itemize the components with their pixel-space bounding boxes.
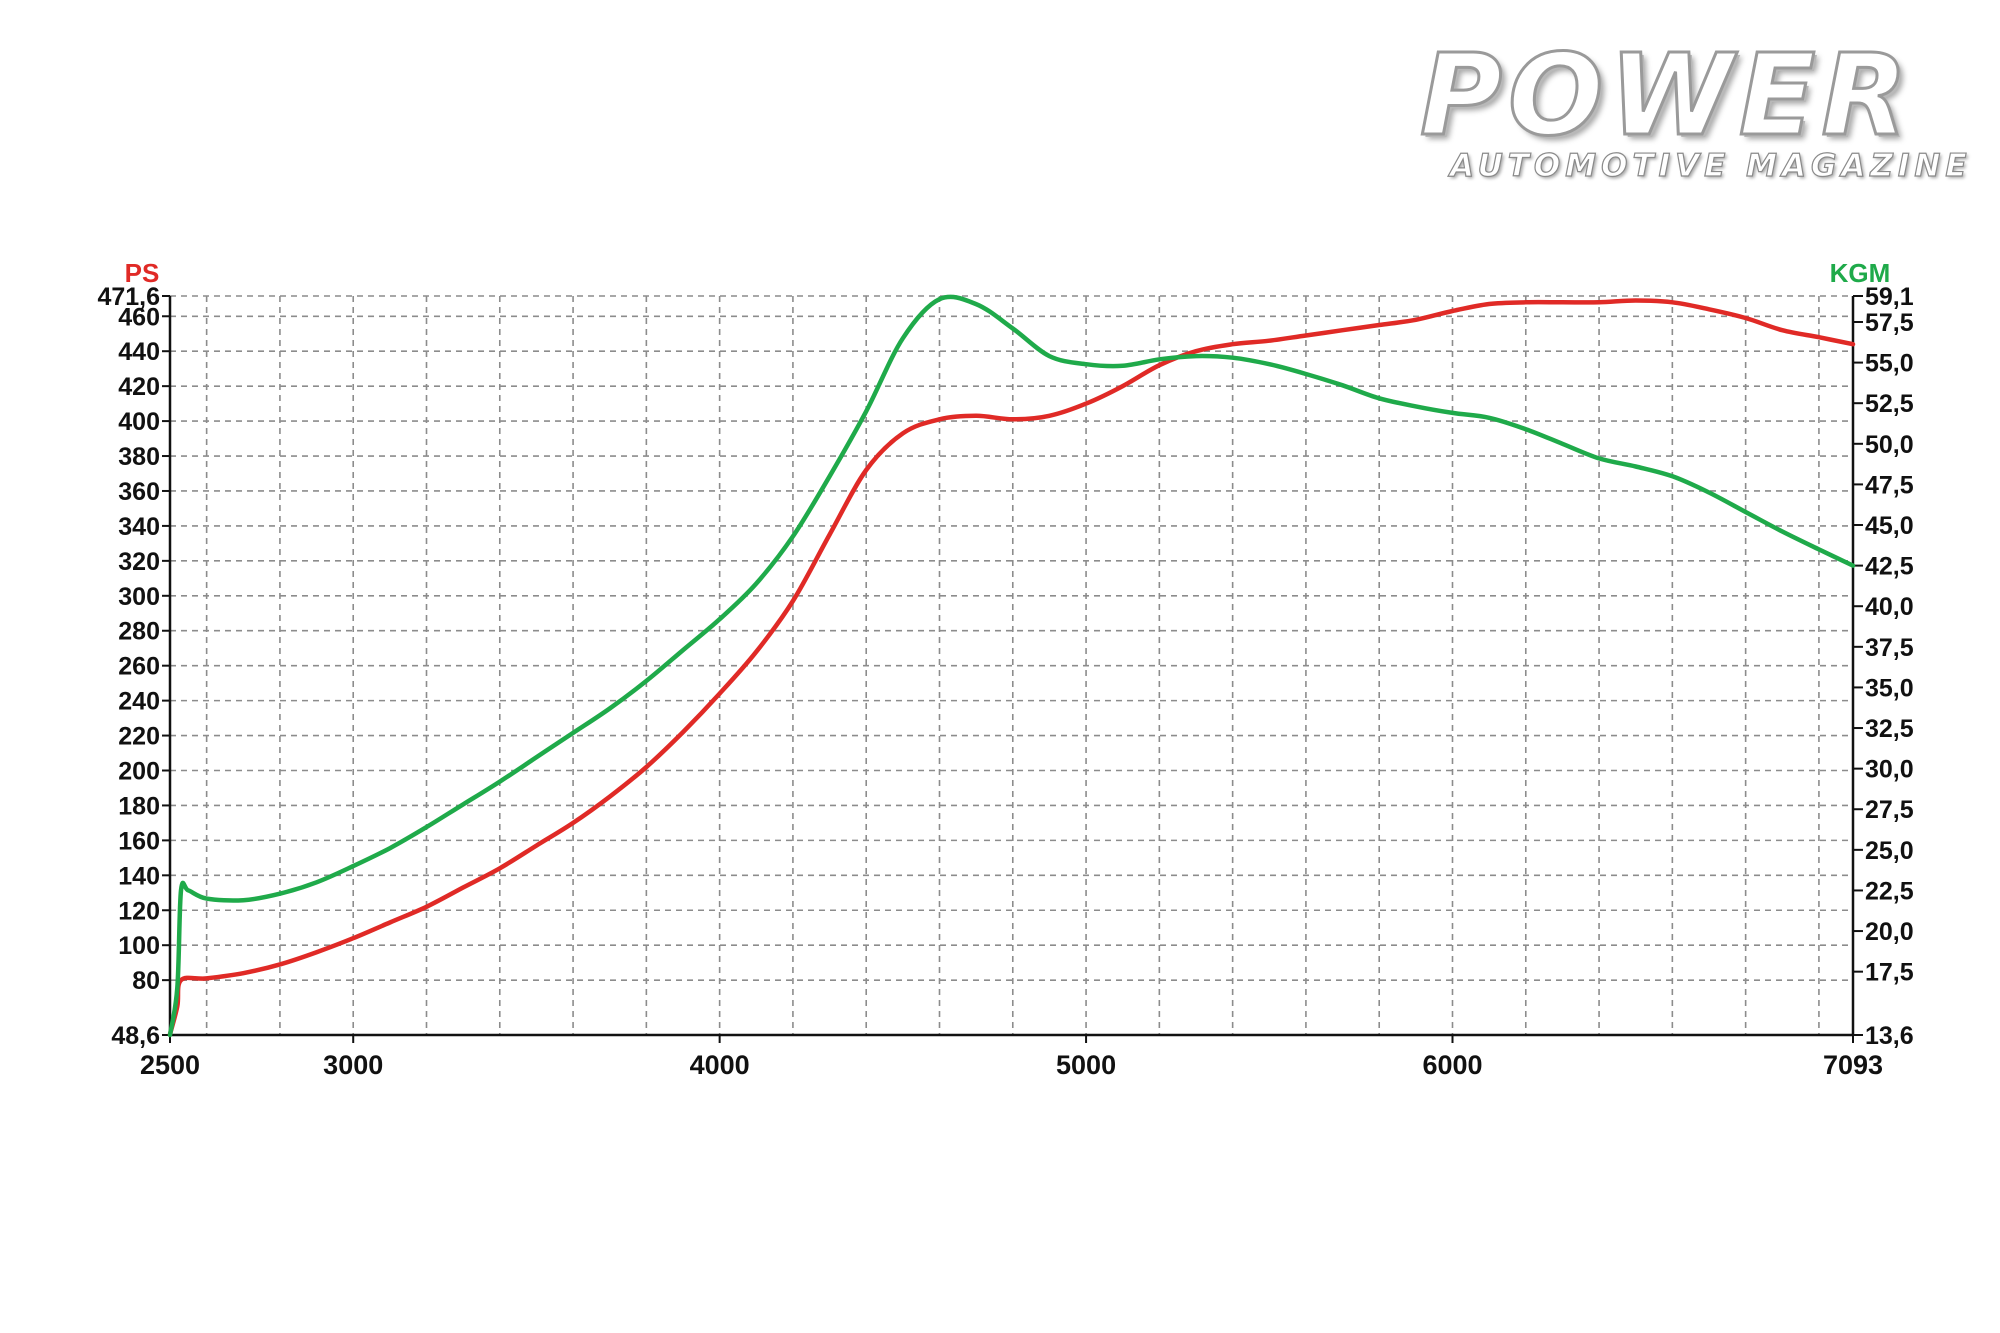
left-tick-label: 340 [118, 513, 160, 541]
left-tick-label: 360 [118, 478, 160, 506]
left-tick-label: 120 [118, 897, 160, 925]
right-tick-label: 45,0 [1865, 512, 1914, 540]
left-tick-label: 100 [118, 932, 160, 960]
right-tick-label: 50,0 [1865, 431, 1914, 459]
logo-subtitle: AUTOMOTIVE MAGAZINE [1449, 147, 1972, 184]
left-tick-label: 460 [118, 303, 160, 331]
left-tick-label: 420 [118, 373, 160, 401]
left-tick-label: 240 [118, 688, 160, 716]
power-logo: POWER AUTOMOTIVE MAGAZINE [1419, 31, 1980, 185]
left-tick-label: 471,6 [97, 283, 160, 311]
right-tick-label: 52,5 [1865, 390, 1914, 418]
right-axis-label: KGM [1830, 258, 1891, 288]
right-tick-label: 47,5 [1865, 471, 1914, 499]
right-tick-label: 20,0 [1865, 918, 1914, 946]
x-tick-label: 3000 [323, 1050, 383, 1080]
chart-series [167, 294, 1856, 1038]
right-tick-label: 27,5 [1865, 796, 1914, 824]
left-tick-label: 440 [118, 338, 160, 366]
series-line-kgm [167, 294, 1856, 1038]
left-tick-label: 200 [118, 757, 160, 785]
left-axis-label: PS [125, 258, 160, 288]
chart-grid [170, 295, 1853, 1035]
left-tick-label: 220 [118, 723, 160, 751]
logo-title: POWER [1419, 31, 1914, 161]
left-tick-label: 280 [118, 618, 160, 646]
left-tick-label: 140 [118, 862, 160, 890]
right-tick-label: 55,0 [1865, 350, 1914, 378]
right-tick-label: 59,1 [1865, 283, 1914, 311]
left-tick-label: 48,6 [111, 1022, 160, 1050]
right-tick-label: 40,0 [1865, 593, 1914, 621]
right-tick-label: 57,5 [1865, 309, 1914, 337]
left-tick-label: 400 [118, 408, 160, 436]
x-tick-label: 5000 [1056, 1050, 1116, 1080]
right-tick-label: 25,0 [1865, 837, 1914, 865]
right-tick-label: 17,5 [1865, 959, 1914, 987]
right-tick-label: 30,0 [1865, 756, 1914, 784]
right-tick-label: 13,6 [1865, 1022, 1914, 1050]
left-tick-label: 160 [118, 827, 160, 855]
right-tick-label: 35,0 [1865, 674, 1914, 702]
right-tick-label: 37,5 [1865, 634, 1914, 662]
series-line-ps [167, 298, 1856, 1037]
left-tick-label: 320 [118, 548, 160, 576]
x-tick-label: 6000 [1422, 1050, 1482, 1080]
right-tick-label: 42,5 [1865, 553, 1914, 581]
right-tick-label: 32,5 [1865, 715, 1914, 743]
right-tick-label: 22,5 [1865, 877, 1914, 905]
x-tick-label: 4000 [690, 1050, 750, 1080]
left-tick-label: 300 [118, 583, 160, 611]
left-tick-label: 260 [118, 653, 160, 681]
left-tick-label: 380 [118, 443, 160, 471]
x-tick-label: 7093 [1823, 1050, 1883, 1080]
x-tick-label: 2500 [140, 1050, 200, 1080]
left-tick-label: 180 [118, 792, 160, 820]
left-tick-label: 80 [132, 967, 160, 995]
